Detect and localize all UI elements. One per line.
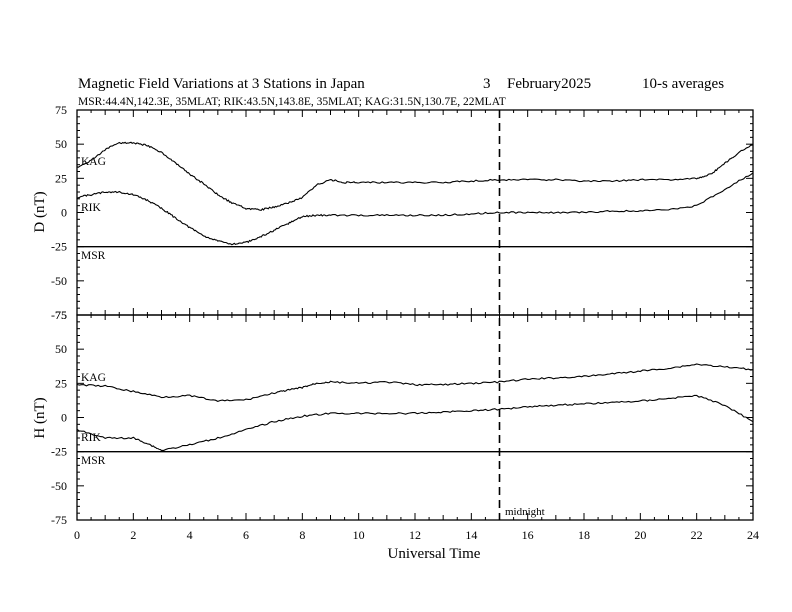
chart-averaging: 10-s averages — [642, 76, 724, 92]
y-tick-label: 50 — [55, 342, 67, 356]
y-tick-label: -25 — [51, 445, 67, 459]
series-line-kag — [76, 363, 754, 403]
series-label-rik: RIK — [81, 202, 102, 214]
x-tick-label: 16 — [522, 528, 534, 542]
y-tick-label: 50 — [55, 137, 67, 151]
series-line-rik — [76, 394, 754, 451]
series-label-kag: KAG — [81, 372, 106, 384]
y-tick-label: 25 — [55, 376, 67, 390]
x-axis-label: Universal Time — [388, 546, 481, 562]
series-line-kag — [76, 141, 754, 211]
series-label-msr: MSR — [81, 455, 106, 467]
x-tick-label: 22 — [691, 528, 703, 542]
x-tick-label: 8 — [299, 528, 305, 542]
series-label-kag: KAG — [81, 156, 106, 168]
x-tick-label: 18 — [578, 528, 590, 542]
y-tick-label: 75 — [55, 103, 67, 117]
x-tick-label: 20 — [634, 528, 646, 542]
panel-frame — [76, 109, 754, 316]
y-tick-label: -50 — [51, 274, 67, 288]
y-tick-label: 75 — [55, 308, 67, 322]
x-tick-label: 4 — [187, 528, 193, 542]
x-tick-label: 0 — [74, 528, 80, 542]
series-line-rik — [76, 172, 754, 246]
y-tick-label: 0 — [61, 206, 67, 220]
y-tick-label: 25 — [55, 171, 67, 185]
station-coordinates: MSR:44.4N,142.3E, 35MLAT; RIK:43.5N,143.… — [78, 96, 506, 108]
d-panel: 75 50 25 0 -25 -50 -75 KAG RIK MSR — [51, 103, 754, 322]
x-tick-label: 6 — [243, 528, 249, 542]
y-tick-label: 0 — [61, 411, 67, 425]
chart-date: February2025 — [507, 76, 591, 92]
h-panel-ylabel: H (nT) — [32, 397, 48, 438]
series-label-rik: RIK — [81, 432, 102, 444]
y-tick-label: -75 — [51, 308, 67, 322]
x-tick-label: 24 — [747, 528, 759, 542]
midnight-label: midnight — [505, 506, 545, 518]
panel-frame — [76, 314, 754, 521]
d-panel-ylabel: D (nT) — [32, 191, 48, 232]
x-tick-label: 10 — [353, 528, 365, 542]
y-tick-label: -25 — [51, 240, 67, 254]
x-tick-label: 12 — [409, 528, 421, 542]
y-tick-label: -75 — [51, 513, 67, 527]
x-tick-label: 14 — [465, 528, 477, 542]
chart-day: 3 — [483, 76, 491, 92]
series-label-msr: MSR — [81, 250, 106, 262]
chart-title: Magnetic Field Variations at 3 Stations … — [78, 76, 365, 92]
x-tick-label: 2 — [130, 528, 136, 542]
y-tick-label: -50 — [51, 479, 67, 493]
